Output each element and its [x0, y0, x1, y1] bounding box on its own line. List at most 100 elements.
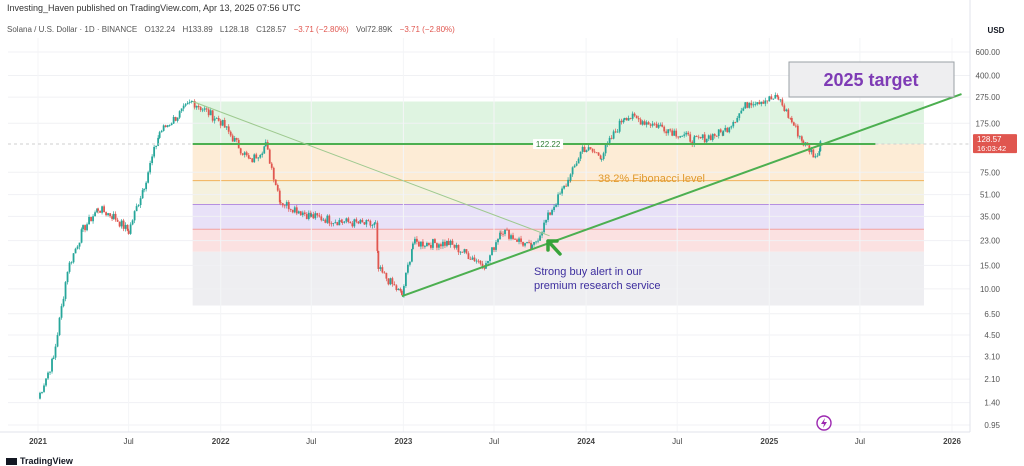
price-candle — [585, 150, 588, 153]
price-candle — [557, 194, 559, 205]
price-candle — [155, 145, 158, 147]
y-axis-tick-label: 2.10 — [984, 375, 1000, 384]
price-candle — [651, 123, 654, 126]
price-candle — [97, 208, 99, 211]
price-candle — [78, 242, 81, 247]
price-candle — [289, 209, 292, 210]
price-candle — [629, 118, 632, 119]
price-candle — [211, 110, 214, 121]
price-candle — [279, 202, 282, 204]
price-candle — [787, 109, 790, 118]
price-candle — [367, 220, 370, 222]
price-candle — [400, 290, 403, 295]
price-candle — [263, 146, 266, 154]
price-candle — [99, 210, 101, 213]
price-candle — [493, 247, 495, 250]
price-candle — [587, 147, 590, 151]
y-axis-tick-label: 400.00 — [976, 71, 1001, 80]
price-candle — [779, 99, 782, 101]
price-candle — [497, 239, 499, 243]
price-candle — [129, 224, 132, 234]
price-candle — [522, 241, 524, 246]
price-candle — [675, 130, 678, 137]
tradingview-logo[interactable]: TradingView — [6, 456, 73, 466]
price-candle — [336, 222, 339, 226]
price-candle — [66, 271, 69, 283]
price-candle — [141, 190, 144, 199]
price-candle — [412, 243, 414, 250]
price-candle — [798, 136, 801, 138]
price-candle — [253, 154, 256, 163]
price-candle — [506, 229, 508, 231]
price-candle — [531, 244, 533, 250]
price-candle — [756, 102, 759, 105]
price-candle — [58, 317, 61, 336]
price-candle — [45, 378, 47, 386]
price-candle — [235, 138, 238, 140]
price-candle — [543, 222, 545, 233]
price-candle — [359, 219, 362, 224]
price-candle — [207, 109, 210, 116]
price-candle — [559, 193, 561, 195]
price-candle — [689, 134, 692, 142]
price-candle — [221, 119, 224, 126]
price-candle — [549, 212, 551, 215]
horizontal-line-label: 122.22 — [536, 140, 561, 149]
price-candle — [225, 126, 228, 128]
price-candle — [631, 113, 634, 119]
fib-zone — [192, 251, 924, 306]
price-candle — [685, 132, 688, 135]
price-candle — [109, 213, 111, 217]
y-axis[interactable]: USD 600.00 400.00 275.00 175.00 75.00 51.00 35.… — [969, 0, 1017, 432]
resistance-trendline — [192, 101, 550, 237]
price-candle — [618, 120, 621, 132]
x-axis[interactable]: 2021 Jul 2022 Jul 2023 Jul 2024 Jul 2025 Jul 2026 — [0, 431, 970, 446]
price-candle — [403, 286, 405, 295]
price-candle — [591, 148, 594, 152]
price-candle — [583, 146, 586, 153]
price-candle — [579, 151, 582, 159]
price-candle — [715, 135, 718, 137]
price-candle — [199, 107, 202, 110]
price-candle — [184, 104, 187, 106]
price-candle — [395, 285, 398, 290]
price-candle — [553, 206, 555, 211]
price-candle — [535, 241, 537, 243]
price-candle — [101, 206, 103, 213]
price-candle — [88, 216, 90, 225]
buy-arrow-icon — [546, 239, 562, 256]
price-candle — [449, 240, 452, 246]
y-axis-tick-label: 35.00 — [980, 212, 1001, 221]
price-candle — [451, 240, 454, 245]
price-candle — [655, 123, 658, 128]
price-candle — [340, 220, 343, 222]
support-trendline — [401, 93, 962, 298]
price-candle — [707, 135, 710, 139]
price-candle — [819, 141, 822, 152]
ohlc-low: L128.18 — [219, 25, 249, 34]
price-candle — [683, 134, 686, 136]
price-candle — [483, 267, 486, 269]
x-axis-tick-label: 2025 — [760, 437, 778, 446]
price-candle — [777, 96, 780, 100]
price-candle — [772, 98, 775, 100]
price-candle — [149, 163, 152, 173]
price-candle — [209, 110, 212, 116]
price-candle — [518, 238, 520, 242]
price-candle — [82, 225, 84, 230]
price-candle — [653, 123, 656, 125]
price-candle — [455, 244, 458, 248]
price-candle — [397, 288, 400, 290]
y-axis-unit: USD — [988, 26, 1005, 35]
price-candle — [792, 122, 795, 126]
ohlc-change: −3.71 (−2.80%) — [293, 25, 349, 34]
price-candle — [41, 391, 43, 393]
price-candle — [166, 125, 169, 128]
price-candle — [52, 357, 55, 359]
price-candle — [545, 219, 547, 223]
symbol-name[interactable]: Solana / U.S. Dollar · 1D · BINANCE — [7, 25, 138, 34]
price-candle — [489, 255, 491, 261]
tv-logo-icon — [6, 458, 17, 465]
price-candle — [762, 101, 765, 104]
